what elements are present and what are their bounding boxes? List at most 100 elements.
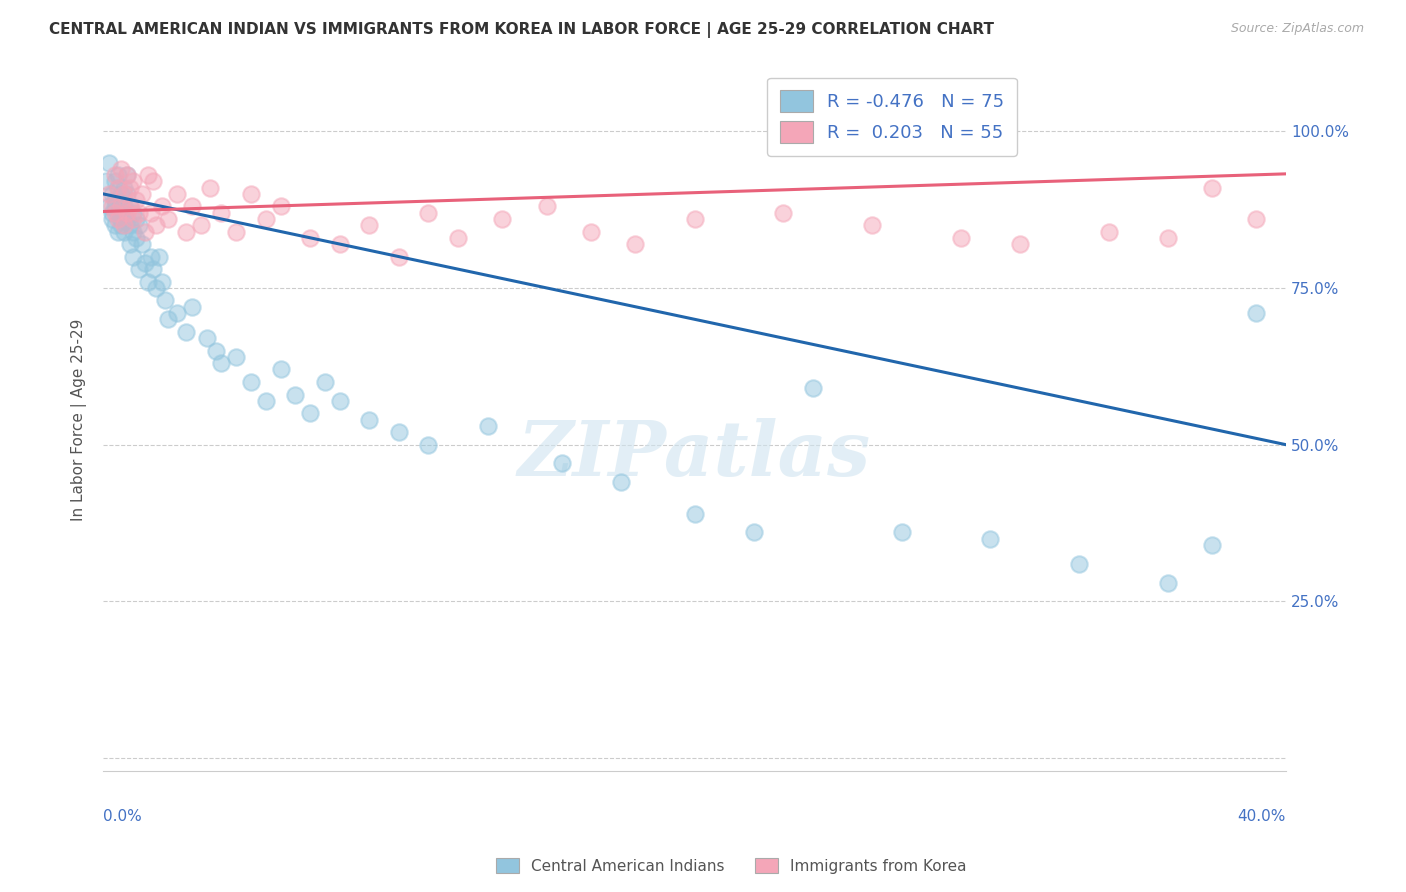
Point bbox=[121, 174, 143, 188]
Point bbox=[142, 174, 165, 188]
Point bbox=[107, 193, 129, 207]
Point bbox=[101, 212, 124, 227]
Point bbox=[110, 186, 132, 201]
Text: CENTRAL AMERICAN INDIAN VS IMMIGRANTS FROM KOREA IN LABOR FORCE | AGE 25-29 CORR: CENTRAL AMERICAN INDIAN VS IMMIGRANTS FR… bbox=[49, 22, 994, 38]
Point bbox=[121, 205, 143, 219]
Y-axis label: In Labor Force | Age 25-29: In Labor Force | Age 25-29 bbox=[72, 318, 87, 521]
Point bbox=[101, 205, 124, 219]
Point bbox=[98, 199, 121, 213]
Point bbox=[98, 186, 121, 201]
Point bbox=[112, 180, 135, 194]
Point bbox=[145, 281, 167, 295]
Point bbox=[104, 219, 127, 233]
Point bbox=[157, 212, 180, 227]
Point bbox=[131, 237, 153, 252]
Point bbox=[155, 293, 177, 308]
Point bbox=[112, 219, 135, 233]
Point bbox=[107, 205, 129, 219]
Point bbox=[388, 425, 411, 439]
Point bbox=[284, 387, 307, 401]
Point bbox=[683, 507, 706, 521]
Point bbox=[683, 212, 706, 227]
Point bbox=[139, 250, 162, 264]
Point bbox=[180, 300, 202, 314]
Point bbox=[418, 438, 440, 452]
Point bbox=[110, 161, 132, 176]
Point bbox=[225, 350, 247, 364]
Point bbox=[115, 186, 138, 201]
Point bbox=[118, 237, 141, 252]
Point bbox=[96, 174, 118, 188]
Point bbox=[166, 306, 188, 320]
Point bbox=[979, 532, 1001, 546]
Point bbox=[107, 180, 129, 194]
Legend: R = -0.476   N = 75, R =  0.203   N = 55: R = -0.476 N = 75, R = 0.203 N = 55 bbox=[768, 78, 1017, 156]
Point bbox=[198, 180, 221, 194]
Point bbox=[121, 212, 143, 227]
Point bbox=[134, 256, 156, 270]
Point bbox=[388, 250, 411, 264]
Point bbox=[139, 205, 162, 219]
Point bbox=[121, 250, 143, 264]
Text: Source: ZipAtlas.com: Source: ZipAtlas.com bbox=[1230, 22, 1364, 36]
Point bbox=[890, 525, 912, 540]
Point bbox=[359, 219, 381, 233]
Point bbox=[136, 275, 159, 289]
Point bbox=[118, 199, 141, 213]
Point bbox=[240, 375, 263, 389]
Point bbox=[329, 393, 352, 408]
Point bbox=[128, 205, 150, 219]
Point bbox=[110, 199, 132, 213]
Point bbox=[225, 225, 247, 239]
Point bbox=[145, 219, 167, 233]
Point bbox=[148, 250, 170, 264]
Point bbox=[190, 219, 212, 233]
Point bbox=[270, 199, 292, 213]
Point bbox=[1067, 557, 1090, 571]
Point bbox=[110, 212, 132, 227]
Point bbox=[107, 168, 129, 182]
Point bbox=[104, 199, 127, 213]
Point bbox=[240, 186, 263, 201]
Point bbox=[136, 168, 159, 182]
Point bbox=[174, 325, 197, 339]
Text: 0.0%: 0.0% bbox=[103, 809, 142, 824]
Point bbox=[477, 418, 499, 433]
Point bbox=[254, 212, 277, 227]
Point bbox=[118, 219, 141, 233]
Point bbox=[254, 393, 277, 408]
Point bbox=[150, 275, 173, 289]
Point bbox=[107, 212, 129, 227]
Point bbox=[125, 212, 148, 227]
Point bbox=[1008, 237, 1031, 252]
Point bbox=[359, 412, 381, 426]
Point bbox=[211, 205, 233, 219]
Point bbox=[150, 199, 173, 213]
Point bbox=[579, 225, 602, 239]
Point bbox=[107, 225, 129, 239]
Point bbox=[447, 231, 470, 245]
Point bbox=[131, 186, 153, 201]
Point bbox=[121, 225, 143, 239]
Point bbox=[128, 219, 150, 233]
Point bbox=[742, 525, 765, 540]
Point bbox=[157, 312, 180, 326]
Point bbox=[125, 231, 148, 245]
Point bbox=[418, 205, 440, 219]
Point bbox=[107, 180, 129, 194]
Point bbox=[104, 168, 127, 182]
Point bbox=[115, 168, 138, 182]
Point bbox=[110, 219, 132, 233]
Point bbox=[166, 186, 188, 201]
Point bbox=[112, 205, 135, 219]
Point bbox=[112, 225, 135, 239]
Point bbox=[624, 237, 647, 252]
Point bbox=[174, 225, 197, 239]
Point bbox=[115, 168, 138, 182]
Point bbox=[801, 381, 824, 395]
Point bbox=[211, 356, 233, 370]
Point bbox=[118, 180, 141, 194]
Point bbox=[125, 193, 148, 207]
Point bbox=[110, 199, 132, 213]
Point bbox=[1157, 575, 1180, 590]
